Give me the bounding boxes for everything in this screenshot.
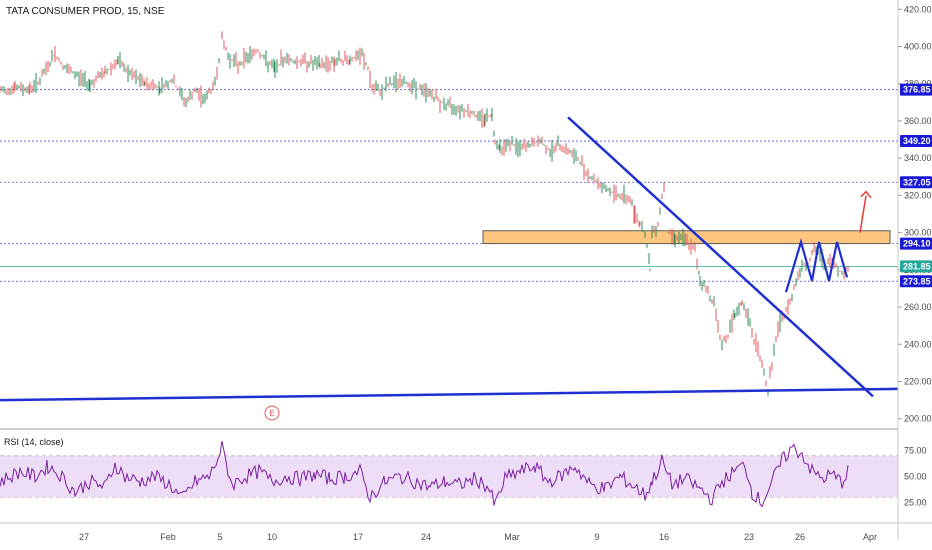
price-badge-label: 349.20 [903, 136, 931, 146]
event-marker-label: E [269, 409, 274, 418]
price-badges: 376.85 349.20 327.05 294.10 273.85 281.85 [900, 83, 932, 288]
event-marker-circle [264, 405, 280, 421]
time-tick-label: 26 [795, 532, 805, 542]
price-tick-label: 420.00 [904, 4, 932, 14]
price-badge [900, 176, 932, 189]
rsi-band [0, 455, 898, 498]
price-tick-label: 320.00 [904, 190, 932, 200]
price-badge-label: 327.05 [903, 177, 931, 187]
price-badge [900, 275, 932, 288]
price-tick-label: 360.00 [904, 116, 932, 126]
target-arrow-shaft [859, 195, 867, 233]
time-tick-label: Apr [863, 532, 877, 542]
time-tick-label: Mar [504, 532, 520, 542]
trendline [0, 387, 899, 402]
time-tick-label: 17 [353, 532, 363, 542]
rsi-title: RSI (14, close) [4, 437, 64, 447]
rsi-tick-label: 75.00 [904, 446, 927, 456]
chart-title: TATA CONSUMER PROD, 15, NSE [6, 6, 165, 17]
rsi-tick-label: 50.00 [904, 472, 927, 482]
price-badge [900, 260, 932, 273]
price-badge-label: 273.85 [903, 276, 931, 286]
time-tick-label: 24 [421, 532, 431, 542]
rsi-panel [0, 440, 898, 508]
time-tick-label: 5 [217, 532, 222, 542]
time-tick-label: 16 [659, 532, 669, 542]
price-tick-label: 200.00 [904, 414, 932, 424]
price-tick-label: 240.00 [904, 339, 932, 349]
price-tick-label: 300.00 [904, 228, 932, 238]
time-tick-label: 23 [744, 532, 754, 542]
price-badge [900, 83, 932, 96]
time-tick-label: 9 [594, 532, 599, 542]
trendline [567, 116, 874, 398]
time-tick-label: 27 [79, 532, 89, 542]
price-series [0, 31, 849, 396]
target-arrow-head [860, 190, 872, 199]
time-tick-label: Feb [160, 532, 176, 542]
price-tick-label: 400.00 [904, 42, 932, 52]
price-badge-label: 376.85 [903, 85, 931, 95]
price-badge-label: 281.85 [903, 261, 931, 271]
horizontal-levels [0, 89, 898, 282]
rsi-tick-label: 25.00 [904, 497, 927, 507]
price-tick-label: 260.00 [904, 302, 932, 312]
price-badge [900, 135, 932, 148]
time-tick-label: 10 [267, 532, 277, 542]
price-tick-label: 220.00 [904, 376, 932, 386]
price-badge-label: 294.10 [903, 239, 931, 249]
price-tick-label: 340.00 [904, 153, 932, 163]
zigzag-pattern [784, 237, 849, 293]
price-badge [900, 237, 932, 250]
trend-drawings: E [0, 116, 899, 421]
rsi-line [0, 440, 849, 508]
